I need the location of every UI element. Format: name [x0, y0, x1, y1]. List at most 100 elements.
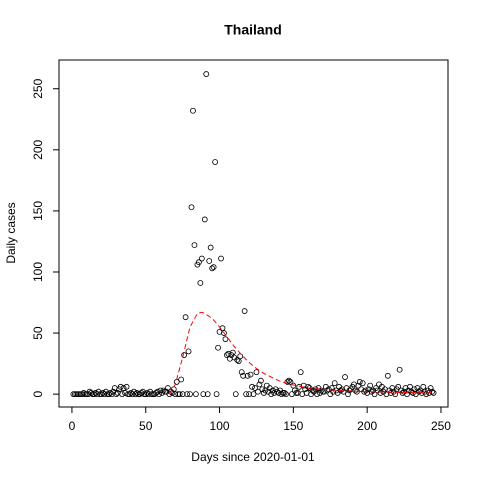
data-point — [176, 391, 183, 398]
data-point — [188, 204, 195, 211]
data-point — [213, 391, 220, 398]
data-point — [175, 391, 182, 398]
data-point — [241, 308, 248, 314]
y-tick-label: 250 — [31, 78, 45, 98]
data-point — [91, 391, 97, 398]
data-point — [342, 374, 348, 380]
data-point — [256, 381, 263, 388]
data-point — [395, 383, 402, 390]
data-point — [182, 314, 189, 321]
data-point — [427, 385, 434, 391]
data-point — [71, 391, 78, 398]
data-point — [132, 391, 139, 398]
data-point — [77, 391, 84, 398]
data-point — [255, 388, 261, 395]
data-point — [268, 391, 275, 398]
y-tick-label: 100 — [31, 262, 45, 282]
data-point — [113, 391, 120, 398]
data-point — [232, 391, 239, 398]
data-point — [184, 391, 190, 398]
data-point — [405, 387, 412, 394]
y-axis-label: Daily cases — [4, 202, 18, 263]
data-point — [179, 391, 186, 398]
data-point — [286, 377, 292, 384]
data-point — [185, 348, 192, 355]
data-point — [297, 369, 304, 376]
data-point — [359, 380, 366, 387]
data-point — [244, 372, 251, 379]
data-point — [253, 369, 260, 376]
y-tick-label: 200 — [31, 139, 45, 159]
data-point — [98, 391, 105, 398]
data-point — [125, 391, 131, 398]
data-point — [377, 390, 384, 396]
data-point — [204, 391, 211, 398]
x-tick-label: 0 — [69, 419, 76, 433]
data-point — [247, 371, 254, 378]
fit-line — [168, 311, 434, 395]
data-point — [201, 216, 208, 223]
x-tick-label: 100 — [210, 419, 230, 433]
data-point — [281, 390, 288, 396]
data-point — [215, 344, 221, 351]
data-point — [367, 382, 374, 389]
x-tick-label: 200 — [357, 419, 377, 433]
data-point — [209, 265, 216, 272]
data-point — [318, 387, 325, 394]
data-point — [429, 388, 436, 395]
data-point — [305, 383, 312, 390]
plot-frame — [58, 59, 449, 408]
data-point — [221, 330, 227, 336]
data-point — [97, 391, 103, 398]
x-axis-label: Days since 2020-01-01 — [191, 450, 315, 464]
data-point — [415, 388, 422, 395]
data-point — [280, 390, 286, 396]
y-tick-label: 50 — [31, 326, 45, 340]
data-point — [198, 255, 205, 262]
y-tick-label: 150 — [31, 201, 45, 221]
data-point — [107, 390, 114, 396]
data-point — [218, 255, 224, 262]
data-point — [105, 391, 112, 398]
data-point — [314, 391, 320, 398]
data-point — [238, 369, 245, 376]
data-point — [206, 258, 213, 264]
data-point — [257, 377, 264, 384]
data-point — [240, 372, 247, 379]
data-point — [222, 336, 229, 343]
data-point — [142, 391, 149, 398]
y-tick-label: 0 — [31, 390, 45, 397]
data-point — [135, 391, 142, 398]
data-point — [324, 387, 331, 394]
data-point — [153, 390, 159, 396]
data-point — [160, 387, 167, 394]
data-point — [133, 390, 140, 396]
data-point — [345, 391, 351, 398]
data-point — [355, 382, 362, 389]
data-point — [190, 107, 196, 114]
data-point — [117, 383, 124, 390]
data-point — [328, 385, 335, 391]
data-point — [274, 388, 281, 395]
data-point — [70, 391, 77, 398]
data-point — [150, 391, 157, 398]
data-point — [404, 391, 410, 398]
x-tick-label: 150 — [283, 419, 303, 433]
data-point — [243, 391, 250, 398]
data-point — [74, 391, 81, 398]
data-point — [356, 379, 363, 385]
data-point — [141, 391, 148, 398]
data-point — [200, 391, 207, 398]
data-point — [396, 366, 403, 373]
data-point — [293, 390, 300, 396]
x-tick-label: 50 — [139, 419, 153, 433]
data-point — [89, 391, 96, 398]
data-point — [212, 159, 219, 165]
data-point — [352, 387, 359, 394]
data-point — [164, 385, 171, 391]
data-point — [104, 391, 111, 398]
data-point — [423, 391, 430, 398]
data-point — [79, 391, 86, 398]
